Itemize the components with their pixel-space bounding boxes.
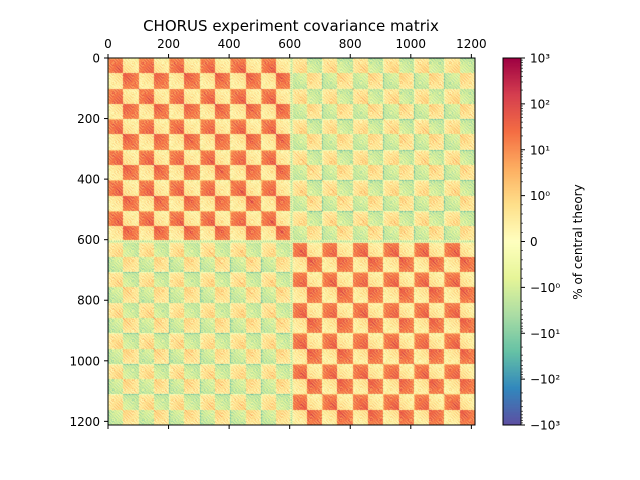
colorbar-label: % of central theory <box>571 184 585 299</box>
y-tick-label: 0 <box>92 52 100 66</box>
x-tick-label: 1000 <box>396 37 427 51</box>
x-axis-top: 0 200 400 600 800 1000 1200 <box>104 37 487 58</box>
colorbar-tick-label: 10¹ <box>530 143 550 157</box>
covariance-heatmap <box>108 58 475 425</box>
y-tick-label: 1200 <box>69 415 100 429</box>
y-tick-label: 200 <box>77 112 100 126</box>
chart-title: CHORUS experiment covariance matrix <box>143 17 439 35</box>
y-tick-label: 600 <box>77 233 100 247</box>
colorbar: 10³ 10² 10¹ 10⁰ 0 −10⁰ −10¹ −10² −10³ % of centr… <box>502 52 585 433</box>
x-tick-label: 400 <box>218 37 241 51</box>
x-tick-label: 0 <box>104 37 112 51</box>
colorbar-gradient <box>503 58 521 425</box>
colorbar-tick-label: −10³ <box>530 419 560 433</box>
y-tick-label: 800 <box>77 294 100 308</box>
x-tick-label: 200 <box>157 37 180 51</box>
colorbar-tick-label: −10² <box>530 373 560 387</box>
colorbar-tick-label: 10³ <box>530 52 550 66</box>
y-tick-label: 1000 <box>69 354 100 368</box>
colorbar-tick-label: −10¹ <box>530 327 560 341</box>
x-tick-label: 600 <box>278 37 301 51</box>
colorbar-tick-label: 10² <box>530 97 550 111</box>
y-axis: 0 200 400 600 800 1000 1200 <box>69 52 108 429</box>
colorbar-ticks: 10³ 10² 10¹ 10⁰ 0 −10⁰ −10¹ −10² −10³ <box>521 52 560 433</box>
y-tick-label: 400 <box>77 173 100 187</box>
x-tick-label: 1200 <box>456 37 487 51</box>
x-axis-bottom-ticks <box>107 425 472 429</box>
colorbar-tick-label: 10⁰ <box>530 189 550 203</box>
x-tick-label: 800 <box>339 37 362 51</box>
colorbar-tick-label: 0 <box>530 235 538 249</box>
plot-frame <box>107 57 476 426</box>
colorbar-tick-label: −10⁰ <box>530 281 560 295</box>
colorbar-minor-ticks <box>521 59 523 424</box>
heatmap-plot <box>107 57 476 426</box>
